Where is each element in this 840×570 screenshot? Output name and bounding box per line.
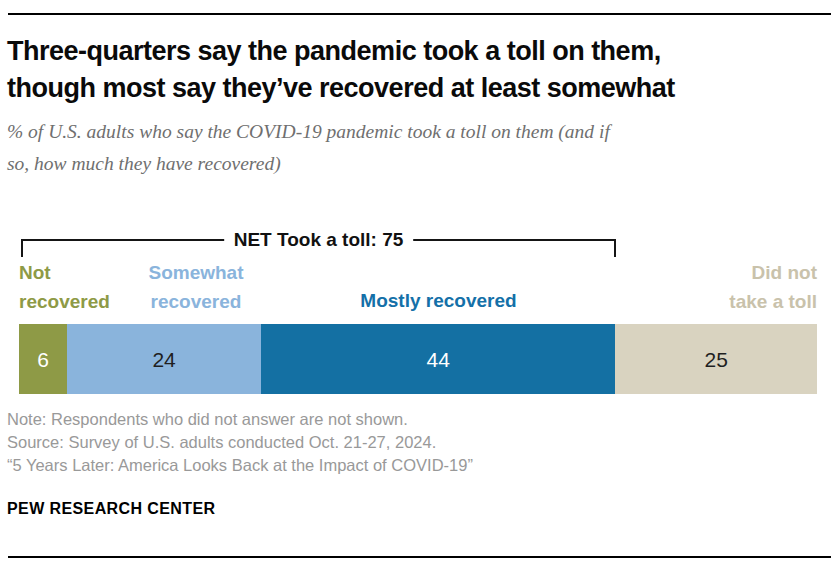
bar-segment-somewhat-recovered: 24	[67, 324, 260, 394]
pew-research-center-wordmark: PEW RESEARCH CENTER	[7, 500, 216, 518]
chart-title: Three-quarters say the pandemic took a t…	[7, 33, 833, 107]
chart-page: Three-quarters say the pandemic took a t…	[0, 0, 840, 570]
bar-value-mostly-recovered: 44	[426, 349, 449, 370]
bar-segment-not-recovered: 6	[19, 324, 67, 394]
stacked-bar: 6 24 44 25	[19, 324, 817, 394]
chart-subtitle: % of U.S. adults who say the COVID-19 pa…	[7, 116, 833, 180]
category-label-did-not-take-a-toll: Did not take a toll	[717, 258, 817, 316]
net-bracket-right-tick	[614, 239, 616, 257]
top-rule	[8, 13, 831, 15]
chart-title-line1: Three-quarters say the pandemic took a t…	[7, 33, 833, 70]
bar-segment-mostly-recovered: 44	[261, 324, 616, 394]
bottom-rule	[8, 556, 831, 558]
chart-subtitle-line2: so, how much they have recovered)	[7, 148, 833, 180]
category-label-not-recovered: Not recovered	[19, 258, 129, 316]
category-label-somewhat-recovered: Somewhat recovered	[140, 258, 252, 316]
footer-notes: Note: Respondents who did not answer are…	[7, 408, 707, 477]
report-title-line: “5 Years Later: America Looks Back at th…	[7, 454, 707, 477]
chart-title-line2: though most say they’ve recovered at lea…	[7, 70, 833, 107]
note-line: Note: Respondents who did not answer are…	[7, 408, 707, 431]
source-line: Source: Survey of U.S. adults conducted …	[7, 431, 707, 454]
bar-segment-did-not-take-a-toll: 25	[615, 324, 817, 394]
category-label-mostly-recovered: Mostly recovered	[261, 286, 616, 315]
net-bracket: NET Took a toll: 75	[21, 239, 616, 259]
bar-value-did-not-take-a-toll: 25	[705, 349, 728, 370]
net-bracket-left-tick	[21, 239, 23, 257]
chart-subtitle-line1: % of U.S. adults who say the COVID-19 pa…	[7, 116, 833, 148]
bar-value-somewhat-recovered: 24	[152, 349, 175, 370]
net-label: NET Took a toll: 75	[224, 229, 414, 251]
bar-value-not-recovered: 6	[37, 349, 49, 370]
